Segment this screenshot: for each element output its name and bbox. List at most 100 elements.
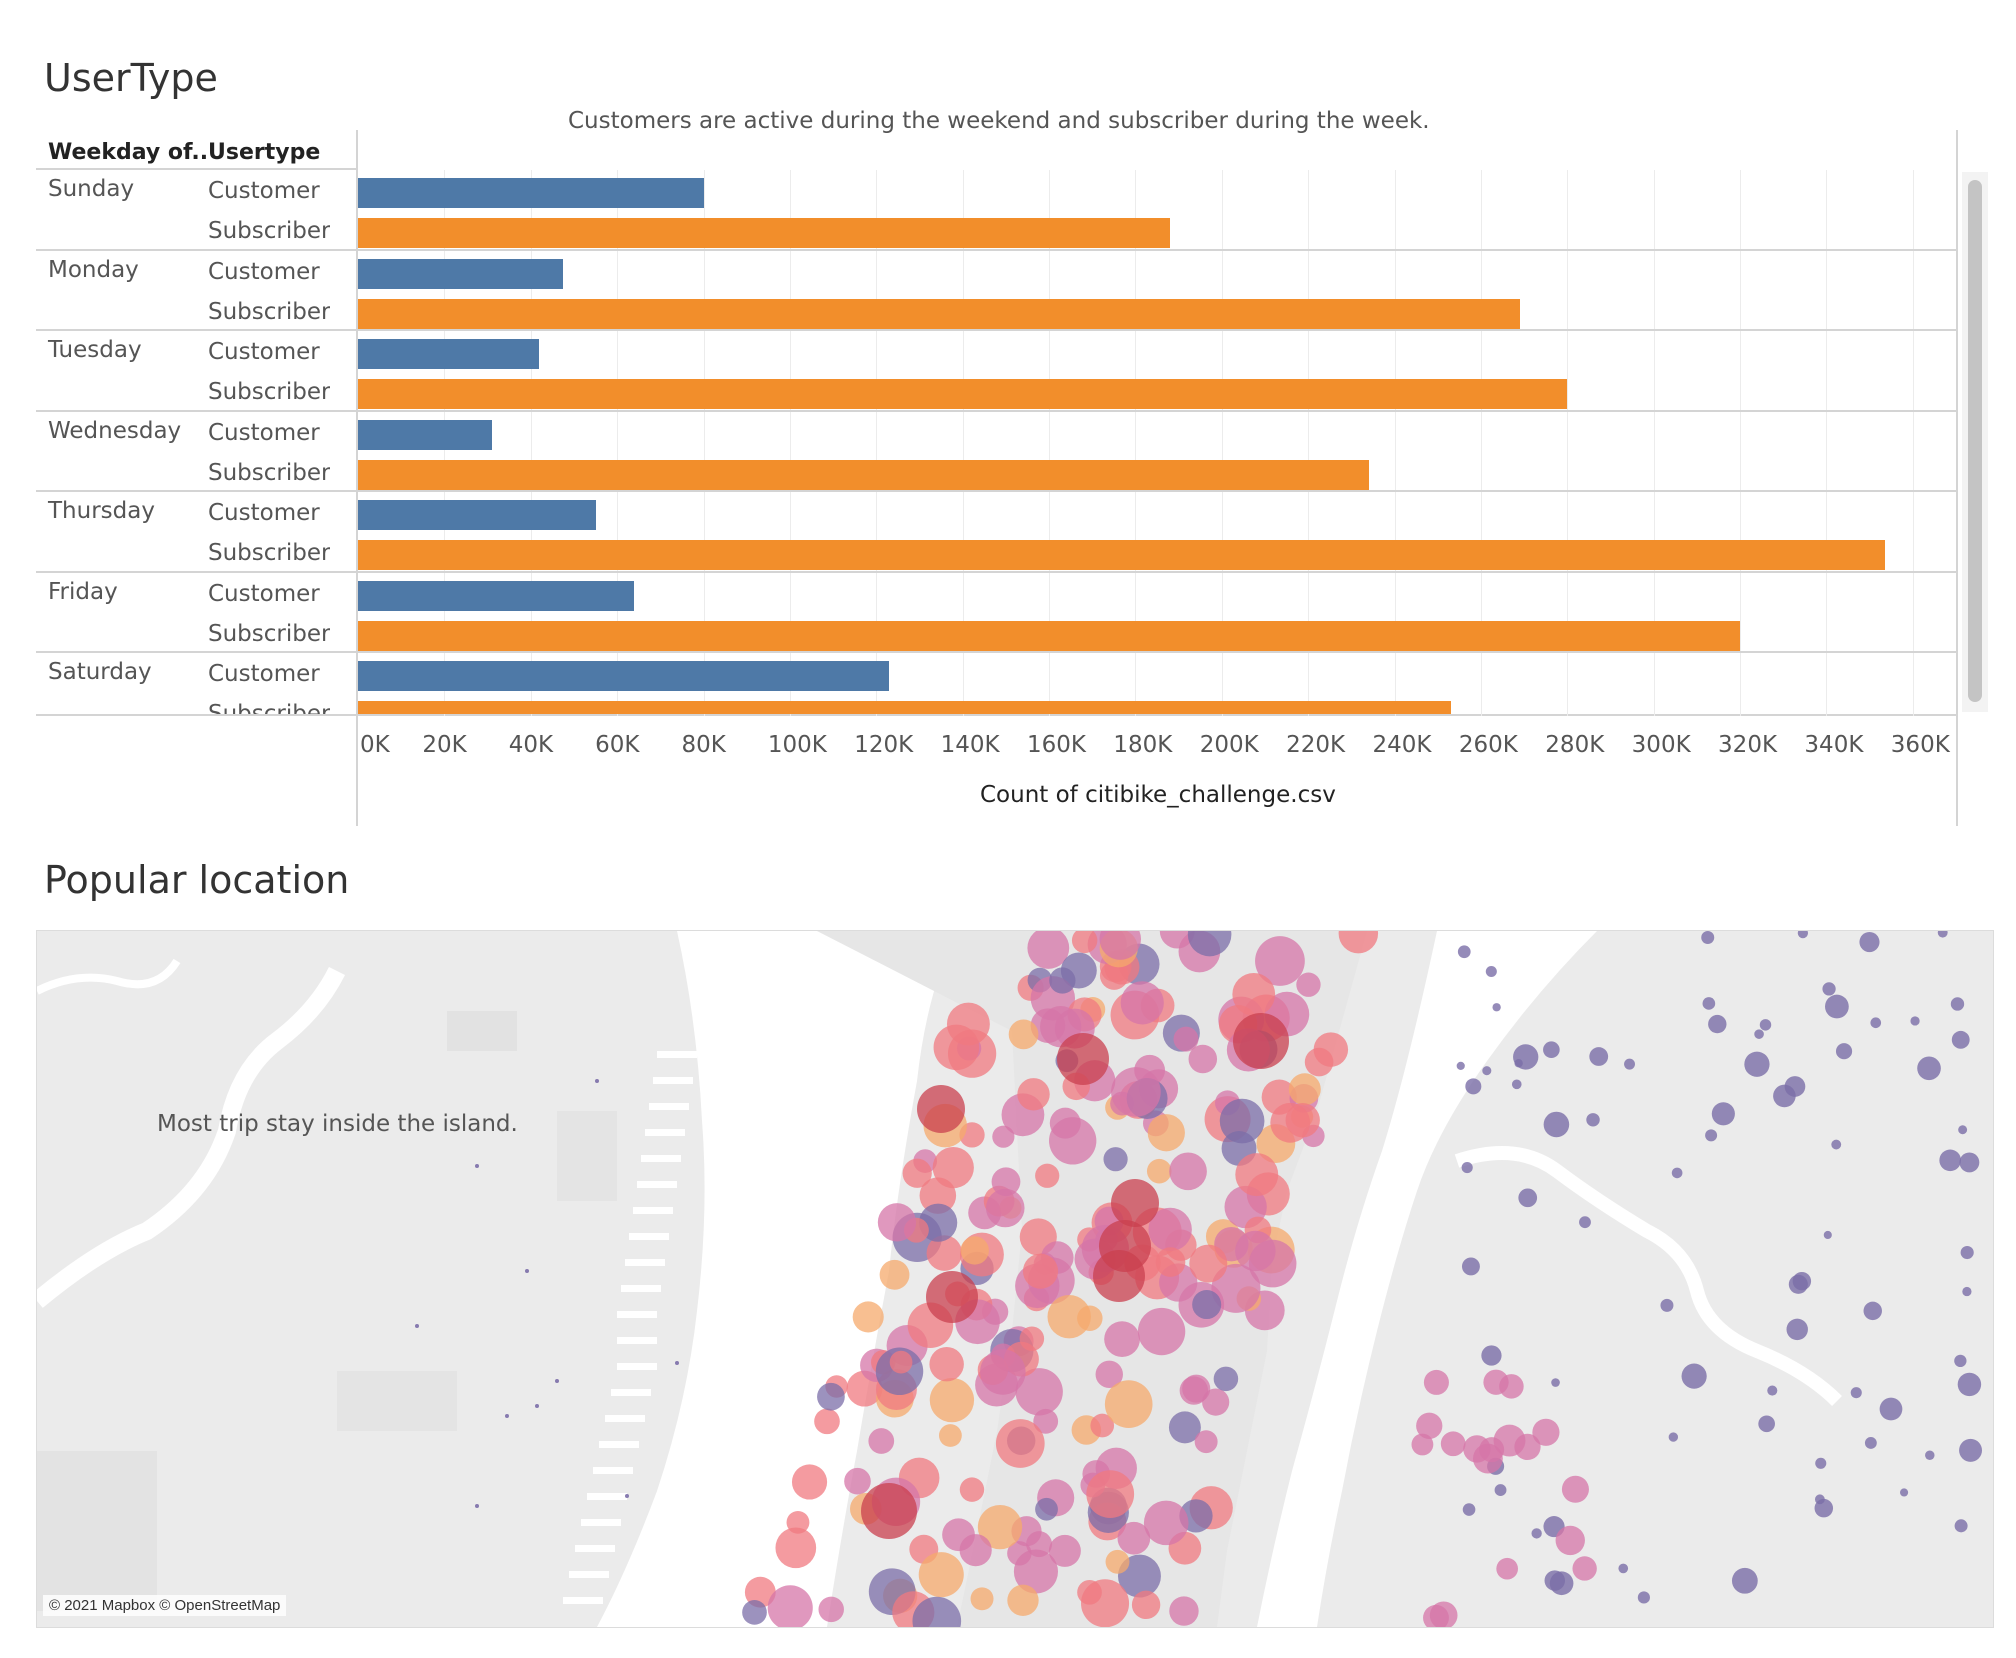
station-marker: [1188, 1044, 1218, 1074]
station-marker: [817, 1382, 845, 1411]
station-marker-small: [675, 1361, 679, 1365]
bar-thursday-subscriber[interactable]: [358, 540, 1885, 570]
station-marker: [1143, 1500, 1189, 1546]
x-tick-label: 0K: [360, 732, 390, 758]
station-marker-hot: [861, 1483, 917, 1539]
usertype-bar-chart: Count of citibike_challenge.csv 0K 20K 40K…: [36, 130, 1988, 826]
station-marker-small: [525, 1269, 529, 1273]
station-marker: [1071, 931, 1098, 954]
station-marker: [1155, 1247, 1186, 1277]
station-marker: [1013, 1549, 1059, 1594]
station-marker: [1925, 1450, 1935, 1460]
map-attribution[interactable]: © 2021 Mapbox © OpenStreetMap: [43, 1595, 287, 1616]
station-marker: [814, 1408, 840, 1435]
station-marker: [1219, 1098, 1265, 1144]
station-marker: [1822, 982, 1836, 996]
station-marker: [991, 1167, 1021, 1197]
x-tick-label: 180K: [1113, 732, 1173, 758]
station-marker: [1105, 1549, 1130, 1574]
x-tick-label: 140K: [940, 732, 1000, 758]
bar-wednesday-customer[interactable]: [358, 419, 492, 450]
bar-wednesday-subscriber[interactable]: [358, 459, 1369, 490]
group-divider: [36, 409, 1956, 412]
x-gridline: [530, 170, 532, 716]
bar-saturday-subscriber[interactable]: [358, 701, 1451, 714]
weekday-label: Friday: [48, 578, 118, 605]
station-marker: [1035, 1163, 1060, 1188]
queens-creek: [1454, 1146, 1842, 1407]
station-marker: [1561, 1475, 1589, 1503]
usertype-label: Subscriber: [208, 459, 331, 486]
usertype-label: Customer: [208, 258, 320, 285]
pier: [641, 1155, 681, 1162]
bar-sunday-subscriber[interactable]: [358, 218, 1170, 248]
bar-thursday-customer[interactable]: [358, 500, 596, 530]
usertype-label: Subscriber: [208, 620, 331, 647]
station-marker: [1767, 1385, 1778, 1396]
station-marker: [1235, 1230, 1276, 1272]
x-tick-label: 280K: [1545, 732, 1605, 758]
station-marker: [1411, 1433, 1434, 1456]
map-view[interactable]: Most trip stay inside the island. © 2021…: [36, 930, 1994, 1628]
station-marker: [1705, 1129, 1718, 1142]
chart-scrollbar[interactable]: [1962, 172, 1988, 712]
pier: [653, 1077, 693, 1084]
station-marker: [1017, 1078, 1050, 1111]
chart-scrollbar-thumb[interactable]: [1968, 180, 1982, 702]
station-marker: [742, 1600, 767, 1625]
bar-friday-customer[interactable]: [358, 580, 635, 611]
column-header-usertype[interactable]: Usertype: [208, 140, 321, 165]
station-marker: [1483, 1369, 1509, 1395]
station-marker: [1465, 1078, 1482, 1095]
station-marker: [852, 1301, 884, 1333]
bar-tuesday-subscriber[interactable]: [358, 379, 1568, 409]
usertype-label: Subscriber: [208, 379, 331, 405]
station-marker: [929, 1377, 975, 1423]
bar-tuesday-customer[interactable]: [358, 339, 540, 369]
station-marker: [1099, 931, 1141, 960]
pier: [593, 1467, 633, 1474]
station-marker: [1859, 931, 1880, 953]
station-marker: [1461, 1257, 1480, 1276]
station-marker: [1784, 1076, 1806, 1097]
station-marker: [1481, 1345, 1502, 1366]
bar-monday-customer[interactable]: [358, 258, 564, 289]
station-marker: [1637, 1591, 1650, 1604]
bar-sunday-customer[interactable]: [358, 178, 704, 208]
station-marker: [1187, 931, 1232, 957]
x-gridline: [1567, 170, 1569, 716]
station-marker: [1870, 1017, 1882, 1029]
station-marker: [818, 1596, 844, 1623]
station-marker: [1708, 1014, 1727, 1034]
nj-piers: [563, 1051, 697, 1604]
station-marker: [1572, 1556, 1597, 1581]
station-marker: [938, 1424, 962, 1447]
station-marker: [1835, 1043, 1853, 1060]
usertype-title: UserType: [44, 56, 218, 100]
map-canvas[interactable]: [37, 931, 1993, 1627]
station-marker: [791, 1464, 828, 1500]
station-marker: [1900, 1488, 1909, 1497]
station-marker: [1496, 1557, 1518, 1580]
map-annotation: Most trip stay inside the island.: [157, 1111, 518, 1137]
pier: [617, 1363, 657, 1370]
bar-saturday-customer[interactable]: [358, 661, 890, 691]
station-marker-small: [415, 1324, 419, 1328]
station-marker: [1192, 1289, 1222, 1320]
station-marker: [1235, 1153, 1279, 1197]
column-header-weekday[interactable]: Weekday of..: [48, 140, 209, 165]
bar-monday-subscriber[interactable]: [358, 298, 1520, 329]
station-marker: [879, 1259, 910, 1290]
pier: [625, 1259, 665, 1266]
bar-friday-subscriber[interactable]: [358, 620, 1741, 651]
station-marker: [946, 1002, 990, 1046]
usertype-label: Customer: [208, 500, 320, 526]
station-marker: [1792, 1271, 1812, 1291]
station-marker: [1492, 1003, 1501, 1012]
station-marker: [767, 1585, 813, 1627]
station-marker: [1232, 972, 1276, 1016]
station-marker-hot: [1111, 1179, 1159, 1227]
station-marker: [1022, 1253, 1059, 1289]
station-marker: [1937, 931, 1948, 938]
group-divider: [36, 490, 1956, 492]
